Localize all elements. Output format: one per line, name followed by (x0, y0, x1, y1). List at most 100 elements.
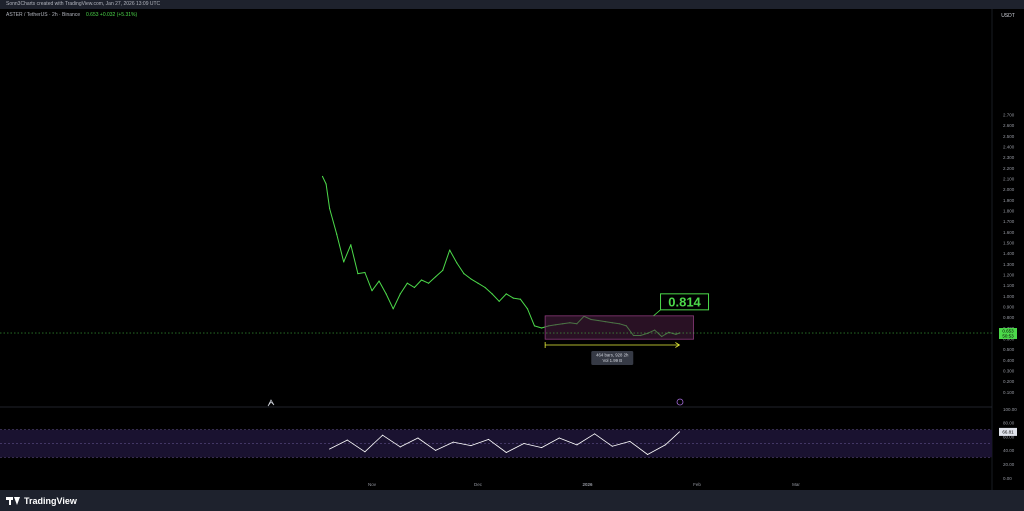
rsi-tick-label: 40.00 (1003, 448, 1015, 453)
price-line (322, 176, 680, 337)
price-point (329, 207, 331, 210)
rsi-point (505, 451, 507, 453)
price-point (491, 293, 493, 295)
price-point (321, 175, 324, 178)
price-tick-label: 1.600 (1003, 230, 1015, 235)
rsi-point (382, 434, 384, 436)
price-point (498, 300, 500, 302)
rsi-value-label: 66.81 (1002, 430, 1014, 435)
unit-label: USDT (1001, 13, 1015, 19)
price-point (357, 273, 359, 275)
brand-text: TradingView (24, 495, 77, 506)
price-point (463, 273, 465, 275)
price-point (477, 282, 479, 284)
price-tick-label: 2.600 (1003, 123, 1015, 128)
chart-area[interactable]: ASTER / TetherUS · 2h · Binance 0.653 +0… (0, 9, 1024, 490)
rsi-tick-label: 100.00 (1003, 407, 1017, 412)
rsi-pane: 100.00 80.00 60.00 40.00 20.00 0.00 66.81 (0, 406, 1017, 481)
credit-text: Sonn3Charts created with TradingView.com… (6, 1, 161, 7)
price-point (343, 261, 345, 263)
price-tick-label: 0.500 (1003, 347, 1015, 352)
callout-box (660, 293, 710, 311)
callout-pointer (653, 309, 661, 317)
price-point (541, 327, 543, 329)
price-point (385, 293, 387, 295)
price-point (371, 290, 373, 292)
rsi-point (647, 454, 649, 456)
rsi-value-badge (999, 427, 1017, 436)
rsi-point (576, 444, 578, 446)
rsi-point (452, 441, 454, 443)
rsi-point (488, 438, 490, 440)
price-point (512, 297, 514, 299)
price-tick-label: 0.400 (1003, 358, 1015, 363)
price-point (399, 293, 401, 295)
price-tick-label: 1.400 (1003, 251, 1015, 256)
price-tick-label: 0.100 (1003, 390, 1015, 395)
rsi-tick-label: 0.00 (1003, 476, 1012, 481)
tradingview-logo[interactable]: TradingView (6, 496, 77, 506)
top-credit-bar: Sonn3Charts created with TradingView.com… (0, 0, 1024, 9)
price-tick-label: 0.800 (1003, 315, 1015, 320)
rsi-point (346, 439, 348, 441)
price-tick-label: 1.200 (1003, 272, 1015, 277)
x-tick-label: Mar (792, 482, 800, 487)
price-tick-label: 2.300 (1003, 155, 1015, 160)
current-price-label: 0.653 (1002, 329, 1014, 334)
rsi-tick-label: 80.00 (1003, 421, 1015, 426)
callout-label: 0.814 (668, 294, 701, 309)
price-tick-label: 2.700 (1003, 112, 1015, 117)
price-point (378, 280, 380, 282)
price-tick-label: 2.000 (1003, 187, 1015, 192)
price-tick-label: 2.500 (1003, 134, 1015, 139)
rsi-point (417, 437, 419, 439)
x-axis: Nov Dec 2026 Feb Mar (368, 482, 800, 487)
price-tick-label: 0.900 (1003, 304, 1015, 309)
price-tick-label: 1.000 (1003, 294, 1015, 299)
price-point (420, 279, 423, 281)
price-point (427, 282, 430, 284)
drawing-tool-icon (267, 399, 275, 407)
price-tick-label: 1.100 (1003, 283, 1015, 288)
countdown-label: 50:53 (1002, 334, 1014, 339)
price-tick-label: 1.700 (1003, 219, 1015, 224)
rsi-point (541, 447, 543, 449)
symbol-line: ASTER / TetherUS · 2h · Binance (6, 12, 80, 18)
price-point (505, 293, 507, 295)
rsi-point (329, 448, 331, 450)
price-point (406, 282, 408, 284)
price-point (435, 276, 437, 278)
tradingview-logo-icon (6, 496, 20, 505)
event-marker-icon (676, 398, 684, 406)
price-point (456, 262, 458, 264)
measure-label-line1: 464 bars, 928 2h (596, 353, 629, 358)
price-pane: USDT 2.700 2.600 2.500 2.400 2.300 2.200 2.100 2… (0, 9, 1024, 490)
price-point (325, 183, 327, 185)
rsi-point (435, 449, 437, 451)
rsi-point (399, 446, 401, 448)
chart-svg[interactable]: ASTER / TetherUS · 2h · Binance 0.653 +0… (0, 9, 1024, 490)
rsi-point (470, 445, 472, 447)
x-tick-label: 2026 (583, 482, 594, 487)
rsi-tick-label: 60.00 (1003, 434, 1015, 439)
measure-arrowhead (675, 342, 681, 348)
rsi-point (523, 443, 525, 444)
price-point (350, 244, 352, 246)
price-point (413, 286, 415, 289)
price-point (364, 271, 366, 274)
rsi-point (611, 445, 613, 447)
rsi-point (678, 431, 680, 433)
rsi-point (364, 451, 366, 453)
price-point (336, 233, 338, 235)
current-price-badge (999, 328, 1017, 340)
rsi-point (594, 433, 596, 435)
price-tick-label: 2.200 (1003, 166, 1015, 171)
rsi-tick-label: 20.00 (1003, 462, 1015, 467)
price-point (442, 269, 444, 271)
price-tick-label: 2.400 (1003, 144, 1015, 149)
x-tick-label: Nov (368, 482, 377, 487)
measure-label-line2: Vol 1.99 B (602, 358, 622, 363)
price-axis-bg (992, 9, 1024, 490)
price-point (449, 249, 451, 251)
price-tick-label: 1.500 (1003, 240, 1015, 245)
